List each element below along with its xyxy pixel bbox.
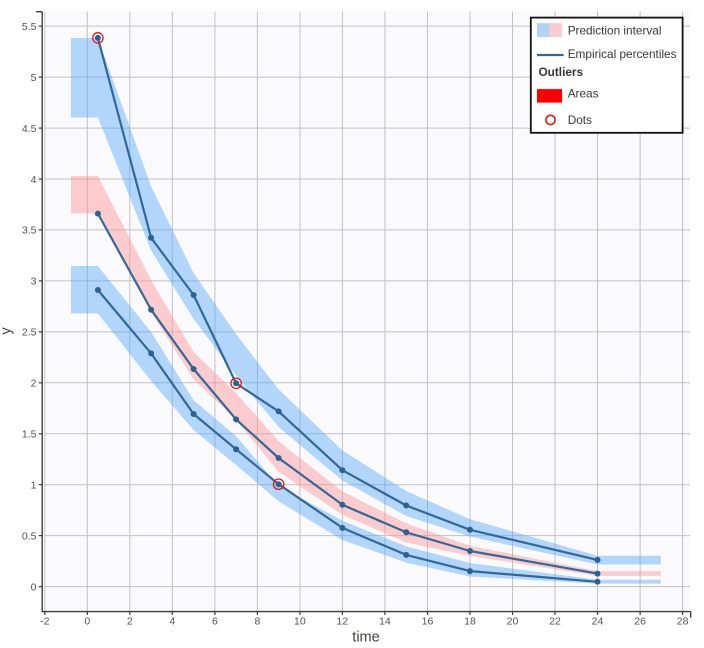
- svg-text:2: 2: [127, 615, 133, 627]
- svg-text:5.5: 5.5: [22, 21, 37, 33]
- svg-text:0: 0: [31, 581, 37, 593]
- svg-text:28: 28: [677, 615, 689, 627]
- svg-text:3: 3: [31, 276, 37, 288]
- svg-text:0.5: 0.5: [22, 530, 37, 542]
- svg-text:4.5: 4.5: [22, 123, 37, 135]
- svg-text:2: 2: [31, 378, 37, 390]
- svg-text:Dots: Dots: [568, 113, 592, 127]
- svg-text:14: 14: [379, 615, 391, 627]
- svg-text:4: 4: [31, 174, 37, 186]
- svg-text:18: 18: [464, 615, 476, 627]
- svg-text:-2: -2: [40, 615, 49, 627]
- svg-text:time: time: [352, 630, 379, 646]
- svg-text:22: 22: [549, 615, 561, 627]
- svg-text:y: y: [0, 327, 15, 335]
- svg-text:24: 24: [592, 615, 604, 627]
- svg-text:20: 20: [507, 615, 519, 627]
- svg-text:8: 8: [254, 615, 260, 627]
- svg-text:0: 0: [84, 615, 90, 627]
- svg-text:Prediction interval: Prediction interval: [568, 24, 662, 38]
- svg-text:1: 1: [31, 480, 37, 492]
- svg-text:1.5: 1.5: [22, 429, 37, 441]
- svg-text:5: 5: [31, 72, 37, 84]
- svg-text:Areas: Areas: [568, 87, 599, 101]
- svg-text:16: 16: [422, 615, 434, 627]
- svg-text:4: 4: [169, 615, 175, 627]
- svg-text:26: 26: [634, 615, 646, 627]
- svg-text:Outliers: Outliers: [539, 65, 584, 79]
- svg-text:12: 12: [337, 615, 349, 627]
- svg-text:6: 6: [212, 615, 218, 627]
- svg-text:2.5: 2.5: [22, 327, 37, 339]
- svg-text:10: 10: [294, 615, 306, 627]
- svg-text:Empirical percentiles: Empirical percentiles: [568, 47, 677, 61]
- svg-text:3.5: 3.5: [22, 225, 37, 237]
